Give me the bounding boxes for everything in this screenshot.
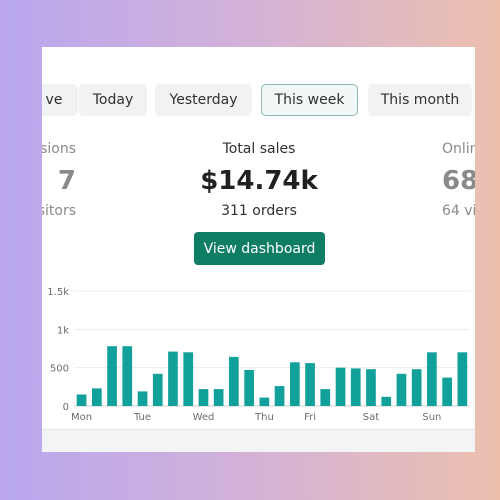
chart-bar[interactable] bbox=[229, 356, 239, 406]
tab-partial[interactable]: ve bbox=[42, 84, 78, 116]
y-tick-label: 500 bbox=[50, 364, 69, 375]
chart-bar[interactable] bbox=[76, 394, 87, 407]
chart-bar[interactable] bbox=[259, 397, 270, 406]
x-tick-label: Sat bbox=[363, 412, 379, 423]
metric-sessions-label: sions bbox=[42, 141, 76, 157]
chart-bar[interactable] bbox=[274, 386, 285, 406]
chart-bar[interactable] bbox=[427, 352, 437, 406]
x-tick-label: Thu bbox=[254, 412, 274, 423]
view-dashboard-button[interactable]: View dashboard bbox=[194, 232, 325, 265]
sales-card: ve Today Yesterday This week This month … bbox=[42, 47, 475, 452]
y-tick-label: 1k bbox=[57, 325, 69, 336]
chart-bar[interactable] bbox=[396, 373, 407, 406]
card-footer bbox=[42, 429, 475, 452]
tab-this-month[interactable]: This month bbox=[368, 84, 472, 116]
metric-online-sub: 64 vi bbox=[442, 203, 475, 219]
metric-total-sales-sub: 311 orders bbox=[221, 203, 297, 219]
chart-bar[interactable] bbox=[213, 389, 224, 406]
metric-total-sales: Total sales $14.74k 311 orders bbox=[179, 139, 339, 221]
chart-bar[interactable] bbox=[457, 352, 468, 406]
metric-online-label: Onlin bbox=[442, 141, 475, 157]
date-range-tabs: ve Today Yesterday This week This month bbox=[42, 84, 475, 118]
chart-bar[interactable] bbox=[366, 369, 376, 406]
metric-sessions: sions 7 sitors bbox=[42, 139, 76, 221]
y-tick-label: 0 bbox=[63, 402, 69, 413]
chart-bar[interactable] bbox=[411, 369, 422, 406]
chart-bar[interactable] bbox=[244, 370, 254, 406]
metric-sessions-value: 7 bbox=[57, 166, 76, 196]
chart-bar[interactable] bbox=[137, 391, 148, 406]
metric-total-sales-label: Total sales bbox=[222, 141, 296, 157]
chart-bar[interactable] bbox=[168, 351, 178, 406]
chart-bar[interactable] bbox=[335, 367, 346, 406]
chart-bar[interactable] bbox=[183, 352, 194, 406]
chart-bar[interactable] bbox=[350, 368, 361, 406]
chart-bar[interactable] bbox=[198, 389, 209, 406]
metric-online: Onlin 68 64 vi bbox=[442, 139, 475, 221]
x-tick-label: Wed bbox=[193, 412, 215, 423]
tab-today[interactable]: Today bbox=[79, 84, 147, 116]
chart-bar[interactable] bbox=[305, 363, 315, 406]
metric-total-sales-value: $14.74k bbox=[200, 166, 318, 196]
metric-online-value: 68 bbox=[442, 166, 475, 196]
tab-yesterday[interactable]: Yesterday bbox=[155, 84, 252, 116]
tab-this-week[interactable]: This week bbox=[261, 84, 358, 116]
x-tick-label: Sun bbox=[422, 412, 441, 423]
x-tick-label: Mon bbox=[71, 412, 92, 423]
chart-bar[interactable] bbox=[152, 373, 163, 406]
chart-bar[interactable] bbox=[442, 377, 452, 406]
metric-sessions-sub: sitors bbox=[42, 203, 76, 219]
chart-bar[interactable] bbox=[92, 388, 102, 406]
chart-bar[interactable] bbox=[290, 362, 300, 406]
chart-bar[interactable] bbox=[122, 346, 133, 406]
chart-bar[interactable] bbox=[381, 396, 392, 406]
x-tick-label: Fri bbox=[304, 412, 316, 423]
y-tick-label: 1.5k bbox=[47, 287, 69, 298]
x-tick-label: Tue bbox=[133, 412, 151, 423]
chart-bar[interactable] bbox=[320, 389, 331, 406]
chart-bar[interactable] bbox=[107, 346, 117, 406]
